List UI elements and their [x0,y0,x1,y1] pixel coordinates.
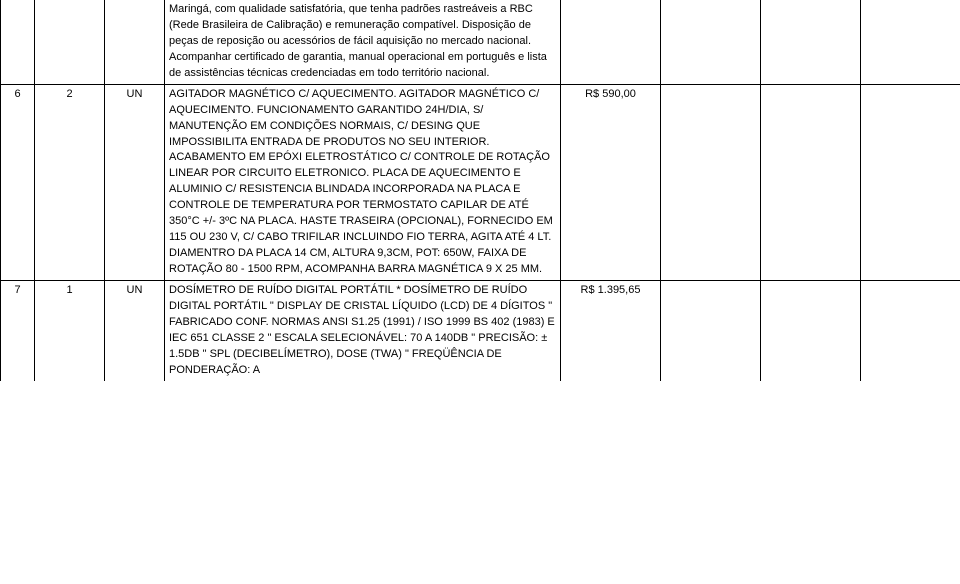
cell-value [561,0,661,84]
cell-empty [861,0,960,84]
cell-description: Maringá, com qualidade satisfatória, que… [165,0,561,84]
table-row: 6 2 UN AGITADOR MAGNÉTICO C/ AQUECIMENTO… [1,84,960,280]
cell-unit: UN [105,280,165,380]
cell-empty [661,280,761,380]
cell-qty: 1 [35,280,105,380]
cell-description: AGITADOR MAGNÉTICO C/ AQUECIMENTO. AGITA… [165,84,561,280]
cell-value: R$ 1.395,65 [561,280,661,380]
cell-qty: 2 [35,84,105,280]
cell-item: 6 [1,84,35,280]
cell-empty [661,84,761,280]
cell-empty [761,280,861,380]
cell-qty [35,0,105,84]
cell-empty [861,84,960,280]
table-row: Maringá, com qualidade satisfatória, que… [1,0,960,84]
spec-table: Maringá, com qualidade satisfatória, que… [0,0,960,381]
cell-unit: UN [105,84,165,280]
cell-unit [105,0,165,84]
cell-description: DOSÍMETRO DE RUÍDO DIGITAL PORTÁTIL * DO… [165,280,561,380]
cell-value: R$ 590,00 [561,84,661,280]
cell-empty [761,84,861,280]
cell-item: 7 [1,280,35,380]
table-row: 7 1 UN DOSÍMETRO DE RUÍDO DIGITAL PORTÁT… [1,280,960,380]
cell-item [1,0,35,84]
cell-empty [861,280,960,380]
cell-empty [661,0,761,84]
cell-empty [761,0,861,84]
